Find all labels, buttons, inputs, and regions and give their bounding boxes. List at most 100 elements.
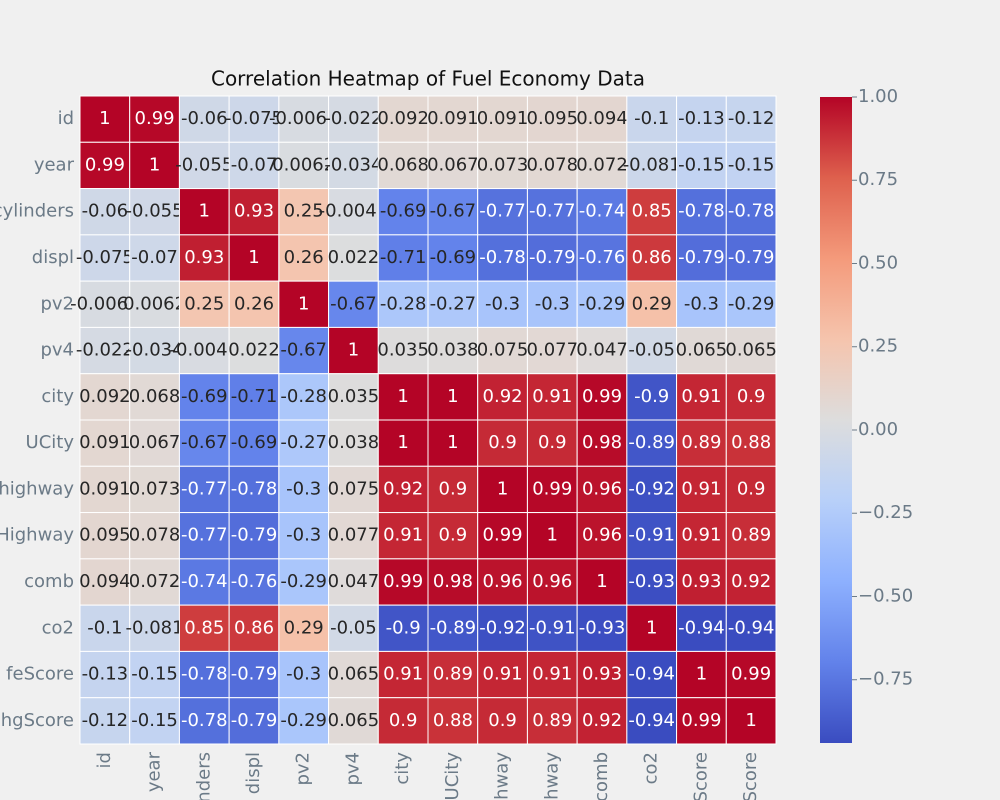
cell-label: -0.15 bbox=[131, 664, 178, 685]
cell-label: -0.081 bbox=[623, 154, 681, 175]
cell-label: 0.89 bbox=[532, 710, 572, 731]
heatmap-cell bbox=[676, 234, 727, 282]
cell-label: 0.99 bbox=[383, 571, 423, 592]
heatmap-cell bbox=[79, 419, 131, 467]
heatmap-cell bbox=[626, 141, 678, 190]
cell-label: -0.05 bbox=[628, 340, 675, 361]
cell-label: 0.98 bbox=[433, 571, 473, 592]
cell-label: -0.12 bbox=[82, 710, 129, 731]
heatmap-cell bbox=[526, 697, 578, 745]
x-tick-label: co2 bbox=[641, 752, 662, 784]
colorbar-tick-label: −0.25 bbox=[858, 502, 913, 523]
cell-label: 0.86 bbox=[632, 247, 672, 268]
cell-label: 0.094 bbox=[79, 571, 131, 592]
cell-label: -0.13 bbox=[678, 108, 725, 129]
cell-label: 0.0062 bbox=[123, 293, 186, 314]
cell-label: 1 bbox=[397, 386, 408, 407]
cell-label: 0.92 bbox=[383, 478, 423, 499]
cell-label: -0.055 bbox=[175, 154, 233, 175]
cell-label: 0.022 bbox=[328, 247, 380, 268]
cell-label: 0.91 bbox=[383, 664, 423, 685]
cell-label: 0.068 bbox=[129, 386, 181, 407]
cell-label: -0.3 bbox=[535, 293, 570, 314]
cell-label: -0.29 bbox=[280, 710, 327, 731]
heatmap-cell bbox=[129, 373, 180, 421]
heatmap-cell bbox=[278, 234, 330, 282]
heatmap-cell bbox=[377, 558, 429, 606]
heatmap-cell bbox=[129, 465, 180, 514]
heatmap-cell bbox=[427, 188, 479, 236]
cell-label: -0.79 bbox=[678, 247, 725, 268]
heatmap-cell bbox=[377, 373, 429, 421]
cell-label: 0.96 bbox=[532, 571, 572, 592]
cell-label: -0.91 bbox=[529, 617, 576, 638]
cell-label: 0.99 bbox=[85, 154, 125, 175]
cell-label: 0.091 bbox=[477, 108, 529, 129]
cell-label: 0.93 bbox=[582, 664, 622, 685]
y-tick-label: UHighway bbox=[0, 525, 74, 546]
heatmap-cell bbox=[228, 465, 280, 514]
cell-label: 0.065 bbox=[676, 340, 728, 361]
heatmap-cell bbox=[477, 373, 528, 421]
cell-label: -0.79 bbox=[231, 664, 278, 685]
cell-label: 0.067 bbox=[427, 154, 479, 175]
cell-label: 0.072 bbox=[576, 154, 628, 175]
cell-label: 1 bbox=[696, 664, 707, 685]
y-tick-label: pv4 bbox=[40, 340, 74, 361]
heatmap-cell bbox=[576, 280, 628, 328]
cell-label: -0.94 bbox=[728, 617, 775, 638]
cell-label: -0.29 bbox=[728, 293, 775, 314]
heatmap-cell bbox=[79, 465, 131, 514]
heatmap-cell bbox=[576, 234, 628, 282]
heatmap-cell bbox=[79, 697, 131, 745]
heatmap-cell bbox=[427, 373, 479, 421]
cell-label: 0.99 bbox=[532, 478, 572, 499]
y-tick-label: year bbox=[34, 154, 75, 175]
cell-label: 0.96 bbox=[483, 571, 523, 592]
x-tick-label: year bbox=[144, 751, 165, 792]
cell-label: 1 bbox=[199, 201, 210, 222]
heatmap-cell bbox=[228, 326, 280, 375]
heatmap-cell bbox=[526, 280, 578, 328]
heatmap-cell bbox=[228, 650, 280, 699]
heatmap-cell bbox=[79, 188, 131, 236]
cell-label: 0.99 bbox=[483, 525, 523, 546]
cell-label: 0.075 bbox=[477, 340, 529, 361]
heatmap-cell bbox=[178, 697, 230, 745]
cell-label: 0.93 bbox=[184, 247, 224, 268]
colorbar-tick-label: 0.25 bbox=[858, 336, 898, 357]
heatmap-cell bbox=[328, 512, 379, 560]
heatmap-cell bbox=[477, 465, 528, 514]
cell-label: 0.9 bbox=[737, 386, 766, 407]
cell-label: 0.85 bbox=[632, 201, 672, 222]
cell-label: 0.9 bbox=[439, 478, 468, 499]
cell-label: 0.078 bbox=[129, 525, 181, 546]
cell-label: -0.76 bbox=[579, 247, 626, 268]
cell-label: -0.0045 bbox=[319, 201, 388, 222]
cell-label: -0.78 bbox=[479, 247, 526, 268]
heatmap-cell bbox=[178, 465, 230, 514]
cell-label: -0.89 bbox=[430, 617, 477, 638]
y-tick-label: ghgScore bbox=[0, 710, 74, 731]
cell-label: 0.25 bbox=[284, 201, 324, 222]
heatmap-cell bbox=[178, 95, 230, 143]
cell-label: 0.91 bbox=[532, 664, 572, 685]
x-tick-label: highway bbox=[492, 752, 513, 800]
x-tick-label: city bbox=[392, 752, 413, 785]
cell-label: 1 bbox=[497, 478, 508, 499]
cell-label: 0.88 bbox=[731, 432, 771, 453]
colorbar bbox=[820, 97, 852, 743]
cell-label: 0.035 bbox=[377, 340, 429, 361]
heatmap-cell bbox=[79, 326, 131, 375]
cell-label: 0.93 bbox=[681, 571, 721, 592]
heatmap-cell bbox=[427, 280, 479, 328]
heatmap-cell bbox=[228, 141, 280, 190]
heatmap-cell bbox=[377, 650, 429, 699]
cell-label: -0.74 bbox=[181, 571, 228, 592]
colorbar-tick-label: 1.00 bbox=[858, 86, 898, 107]
heatmap-cell bbox=[576, 373, 628, 421]
cell-label: -0.79 bbox=[231, 710, 278, 731]
cell-label: -0.3 bbox=[286, 664, 321, 685]
heatmap-cell bbox=[129, 234, 180, 282]
cell-label: 0.9 bbox=[538, 432, 567, 453]
